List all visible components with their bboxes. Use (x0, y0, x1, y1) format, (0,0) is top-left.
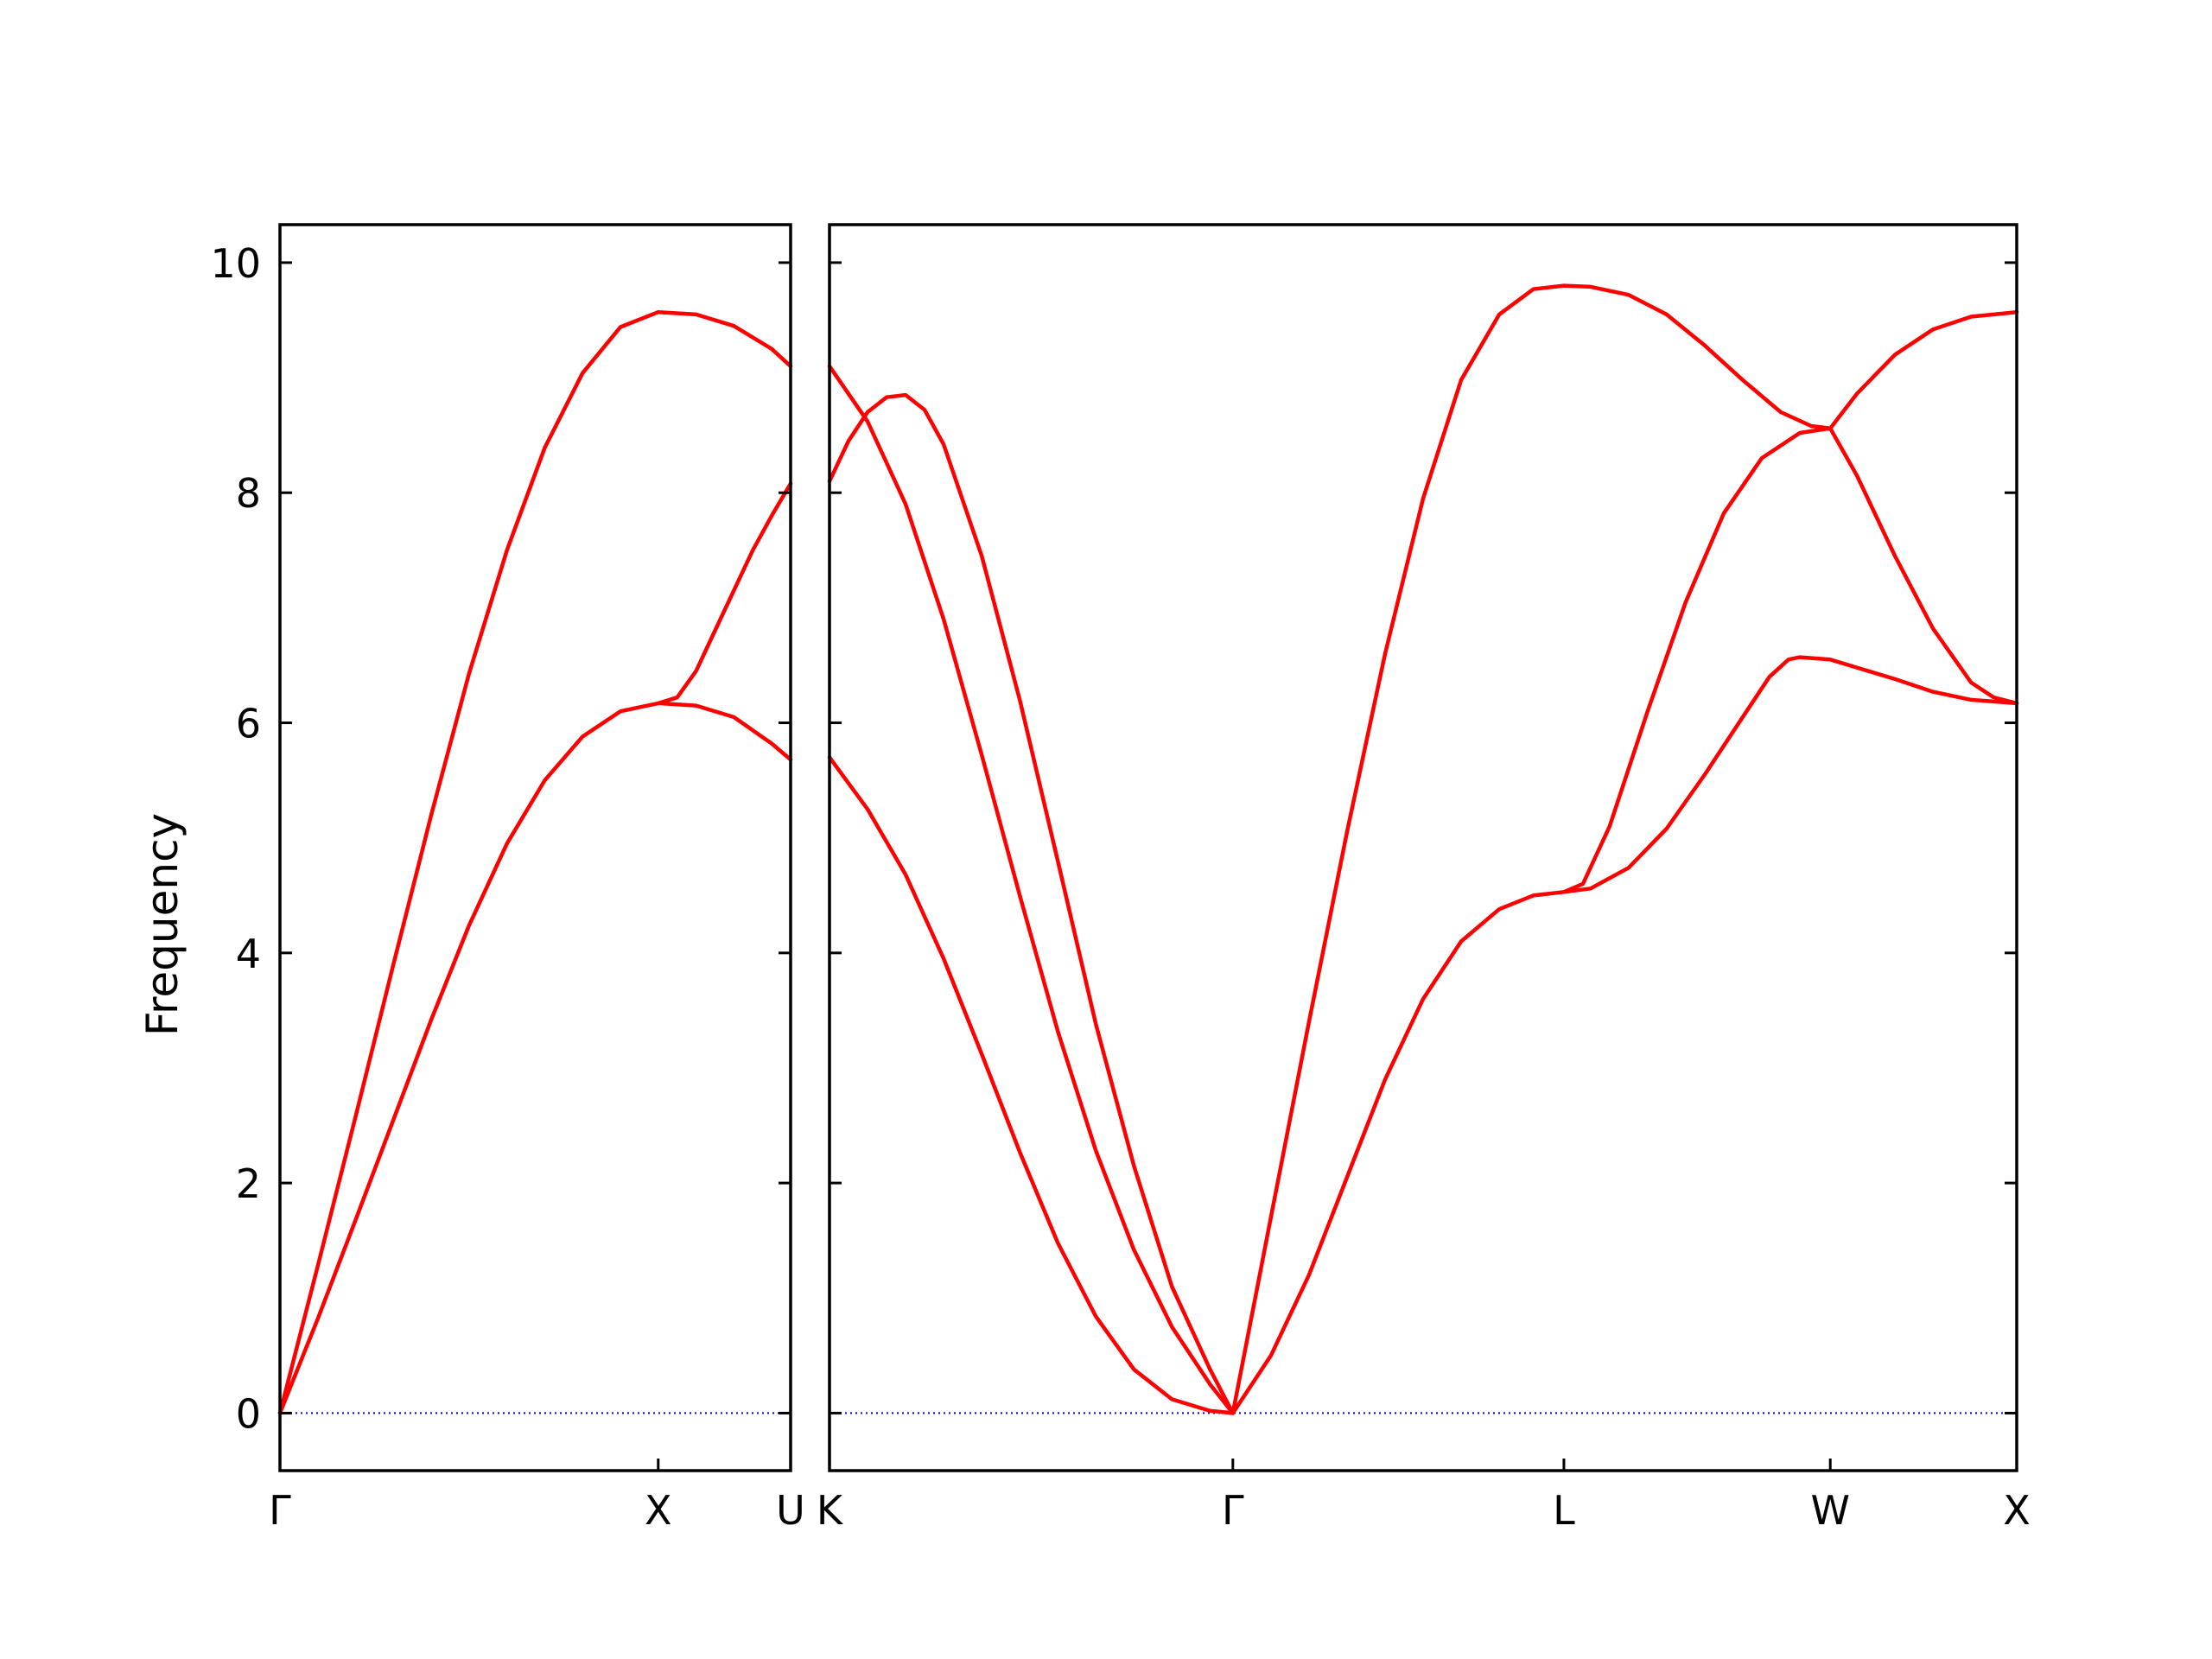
y-tick-label: 2 (236, 1160, 261, 1207)
band-line-3 (656, 481, 793, 706)
y-axis-label: Frequency (137, 813, 188, 1036)
x-tick-label: U (776, 1487, 805, 1534)
band-line-6 (1561, 655, 2019, 894)
y-tick-label: 0 (236, 1390, 261, 1437)
panel-1: 0 2 4 6 8 10 Γ X U (210, 223, 805, 1534)
x-tick-label: W (1810, 1487, 1849, 1534)
y-tick-label: 6 (236, 701, 261, 747)
x-tick-label: X (645, 1487, 672, 1534)
y-tick-label: 4 (236, 931, 261, 977)
band-line-1 (827, 364, 1236, 1415)
band-line-2 (827, 392, 1236, 1415)
panel-frame (828, 223, 2018, 1472)
band-line-5 (1230, 426, 2019, 1415)
x-tick-label: L (1553, 1487, 1575, 1534)
band-line-2 (277, 701, 793, 1415)
x-tick-label: Γ (1222, 1487, 1244, 1534)
y-tick-label: 10 (210, 240, 261, 287)
band-line-3 (827, 755, 1236, 1415)
band-line-1 (277, 309, 793, 1415)
y-tick-label: 8 (236, 470, 261, 517)
x-tick-label: X (2003, 1487, 2031, 1534)
band-line-4 (1230, 283, 2019, 1415)
chart-panels: 0 2 4 6 8 10 Γ X U K Γ L W X (210, 223, 2031, 1534)
panel-frame (278, 223, 792, 1472)
x-tick-label: K (817, 1487, 844, 1534)
x-tick-label: Γ (269, 1487, 291, 1534)
